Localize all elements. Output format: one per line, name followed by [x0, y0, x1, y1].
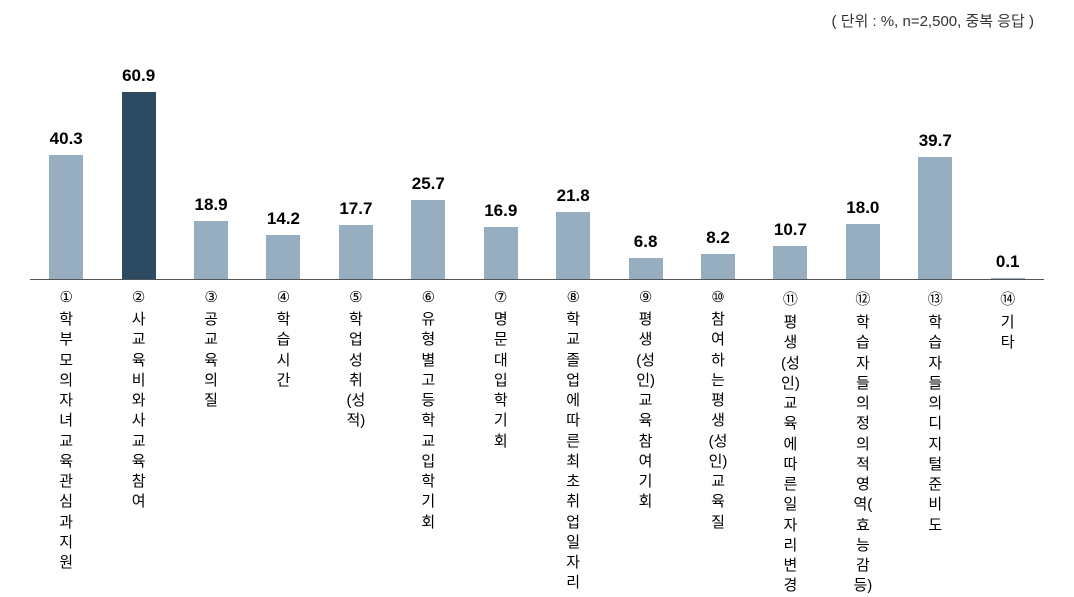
bar-value-1: 40.3 [50, 129, 83, 149]
bar-group-13: 39.7 [899, 50, 971, 279]
label-index-3: ③ [204, 288, 217, 306]
bar-value-7: 16.9 [484, 201, 517, 221]
label-index-6: ⑥ [422, 288, 435, 306]
bar-group-2: 60.9 [102, 50, 174, 279]
label-index-5: ⑤ [349, 288, 362, 306]
bar-group-4: 14.2 [247, 50, 319, 279]
label-text-5: 학업성취(성적) [347, 310, 366, 432]
bar-3 [194, 221, 228, 279]
label-text-10: 참여하는평생(성인)교육질 [709, 310, 728, 533]
bar-group-12: 18.0 [827, 50, 899, 279]
label-group-9: ⑨ 평생(성인)교육참여기회 [609, 288, 681, 597]
bar-5 [339, 225, 373, 279]
label-text-2: 사교육비와사교육참여 [132, 310, 146, 513]
label-group-6: ⑥ 유형별고등학교입학기회 [392, 288, 464, 597]
label-text-12: 학습자들의정의적영역(효능감등) [853, 313, 872, 597]
bar-group-5: 17.7 [320, 50, 392, 279]
bar-value-13: 39.7 [919, 131, 952, 151]
label-index-1: ① [59, 288, 72, 306]
label-index-13: ⑬ [928, 288, 943, 309]
bars-area: 40.3 60.9 18.9 14.2 17.7 25.7 16.9 21.8 6.8 8.2 10… [30, 50, 1044, 280]
label-group-10: ⑩ 참여하는평생(성인)교육질 [682, 288, 754, 597]
label-text-3: 공교육의질 [204, 310, 218, 411]
label-index-7: ⑦ [494, 288, 507, 306]
labels-area: ① 학부모의자녀교육관심과지원 ② 사교육비와사교육참여 ③ 공교육의질 ④ 학습시간 ⑤ 학업성… [30, 288, 1044, 597]
bar-11 [773, 246, 807, 279]
bar-value-6: 25.7 [412, 174, 445, 194]
label-index-2: ② [132, 288, 145, 306]
bar-2 [122, 92, 156, 279]
bar-value-4: 14.2 [267, 209, 300, 229]
bar-4 [266, 235, 300, 279]
bar-value-12: 18.0 [846, 198, 879, 218]
bar-value-9: 6.8 [634, 232, 658, 252]
bar-group-7: 16.9 [465, 50, 537, 279]
bar-12 [846, 224, 880, 279]
label-text-9: 평생(성인)교육참여기회 [636, 310, 655, 513]
chart-subtitle: ( 단위 : %, n=2,500, 중복 응답 ) [832, 10, 1034, 31]
label-group-4: ④ 학습시간 [247, 288, 319, 597]
bar-14 [991, 278, 1025, 279]
bar-group-14: 0.1 [971, 50, 1043, 279]
label-group-7: ⑦ 명문대입학기회 [465, 288, 537, 597]
bar-group-3: 18.9 [175, 50, 247, 279]
bar-group-6: 25.7 [392, 50, 464, 279]
label-index-8: ⑧ [566, 288, 579, 306]
label-text-8: 학교졸업에따른최초취업일자리 [566, 310, 580, 594]
bar-13 [918, 157, 952, 279]
bar-value-5: 17.7 [339, 199, 372, 219]
bar-value-14: 0.1 [996, 252, 1020, 272]
label-text-13: 학습자들의디지털준비도 [928, 313, 942, 536]
label-group-5: ⑤ 학업성취(성적) [320, 288, 392, 597]
label-group-12: ⑫ 학습자들의정의적영역(효능감등) [827, 288, 899, 597]
bar-group-8: 21.8 [537, 50, 609, 279]
bar-6 [411, 200, 445, 279]
label-group-13: ⑬ 학습자들의디지털준비도 [899, 288, 971, 597]
label-index-11: ⑪ [783, 288, 798, 309]
bar-value-2: 60.9 [122, 66, 155, 86]
bar-group-10: 8.2 [682, 50, 754, 279]
label-group-8: ⑧ 학교졸업에따른최초취업일자리 [537, 288, 609, 597]
label-text-4: 학습시간 [277, 310, 291, 391]
label-text-14: 기타 [1001, 313, 1015, 354]
bar-group-9: 6.8 [609, 50, 681, 279]
label-text-11: 평생(성인)교육에따른일자리변경 [781, 313, 800, 597]
bar-10 [701, 254, 735, 279]
label-index-4: ④ [277, 288, 290, 306]
bar-value-11: 10.7 [774, 220, 807, 240]
bar-7 [484, 227, 518, 279]
bar-1 [49, 155, 83, 279]
bar-8 [556, 212, 590, 279]
label-group-14: ⑭ 기타 [971, 288, 1043, 597]
bar-9 [629, 258, 663, 279]
label-group-1: ① 학부모의자녀교육관심과지원 [30, 288, 102, 597]
bar-value-3: 18.9 [195, 195, 228, 215]
label-index-12: ⑫ [855, 288, 870, 309]
bar-group-11: 10.7 [754, 50, 826, 279]
label-group-3: ③ 공교육의질 [175, 288, 247, 597]
label-text-6: 유형별고등학교입학기회 [421, 310, 435, 533]
label-index-14: ⑭ [1000, 288, 1015, 309]
label-group-11: ⑪ 평생(성인)교육에따른일자리변경 [754, 288, 826, 597]
label-index-10: ⑩ [711, 288, 724, 306]
label-index-9: ⑨ [639, 288, 652, 306]
bar-group-1: 40.3 [30, 50, 102, 279]
label-group-2: ② 사교육비와사교육참여 [102, 288, 174, 597]
label-text-1: 학부모의자녀교육관심과지원 [59, 310, 73, 573]
bar-value-8: 21.8 [557, 186, 590, 206]
chart-container: 40.3 60.9 18.9 14.2 17.7 25.7 16.9 21.8 6.8 8.2 10… [30, 50, 1044, 532]
bar-value-10: 8.2 [706, 228, 730, 248]
label-text-7: 명문대입학기회 [494, 310, 508, 452]
